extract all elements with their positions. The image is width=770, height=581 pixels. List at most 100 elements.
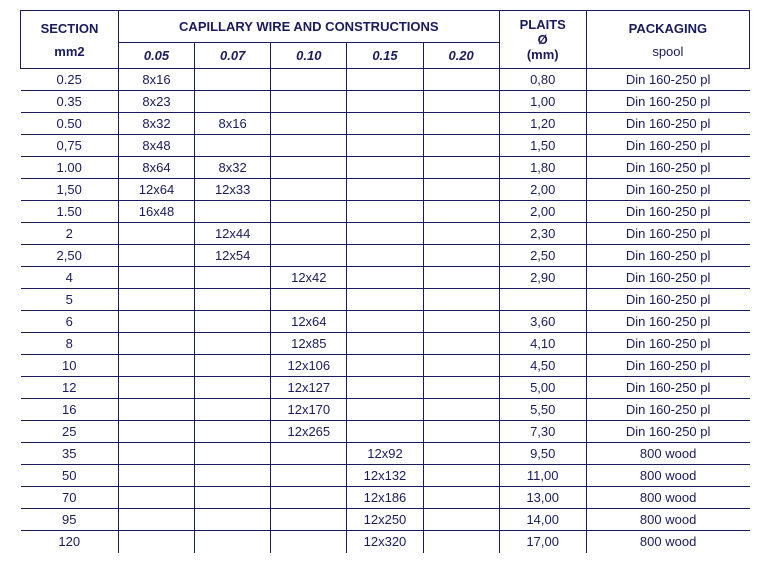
cell-plaits: 3,60: [499, 311, 586, 333]
cell-packaging: Din 160-250 pl: [586, 157, 749, 179]
cell-capillary: [423, 135, 499, 157]
cell-capillary: [423, 311, 499, 333]
cell-plaits: 1,20: [499, 113, 586, 135]
cell-section: 5: [21, 289, 119, 311]
table-row: 0,758x481,50Din 160-250 pl: [21, 135, 750, 157]
cell-section: 0.50: [21, 113, 119, 135]
cell-plaits: [499, 289, 586, 311]
table-row: 7012x18613,00800 wood: [21, 487, 750, 509]
cell-capillary: [271, 201, 347, 223]
cell-capillary: [195, 91, 271, 113]
cell-packaging: Din 160-250 pl: [586, 113, 749, 135]
cell-plaits: 17,00: [499, 531, 586, 553]
cell-capillary: 12x320: [347, 531, 423, 553]
table-row: 412x422,90Din 160-250 pl: [21, 267, 750, 289]
cell-plaits: 1,80: [499, 157, 586, 179]
cell-section: 50: [21, 465, 119, 487]
cell-capillary: [195, 421, 271, 443]
table-row: 120 12x320 17,00800 wood: [21, 531, 750, 553]
cell-capillary: 12x92: [347, 443, 423, 465]
cell-capillary: [118, 223, 194, 245]
cell-capillary: [347, 179, 423, 201]
cell-section: 120: [21, 531, 119, 553]
cell-capillary: [195, 201, 271, 223]
header-capillary: CAPILLARY WIRE AND CONSTRUCTIONS: [118, 11, 499, 43]
cell-capillary: [195, 487, 271, 509]
table-row: 212x442,30Din 160-250 pl: [21, 223, 750, 245]
table-body: 0.258x160,80Din 160-250 pl0.358x231,00Di…: [21, 69, 750, 553]
cell-plaits: 5,50: [499, 399, 586, 421]
cell-capillary: [423, 355, 499, 377]
cell-packaging: Din 160-250 pl: [586, 201, 749, 223]
cell-packaging: 800 wood: [586, 487, 749, 509]
cell-capillary: [118, 531, 194, 553]
cell-capillary: [423, 223, 499, 245]
table-row: 812x854,10Din 160-250 pl: [21, 333, 750, 355]
cell-capillary: 8x16: [118, 69, 194, 91]
cell-capillary: [195, 311, 271, 333]
cell-packaging: Din 160-250 pl: [586, 179, 749, 201]
cell-capillary: 8x23: [118, 91, 194, 113]
cell-capillary: [195, 289, 271, 311]
cell-capillary: [271, 91, 347, 113]
cell-plaits: 2,50: [499, 245, 586, 267]
cell-capillary: 12x64: [271, 311, 347, 333]
cell-packaging: 800 wood: [586, 465, 749, 487]
cell-capillary: [347, 69, 423, 91]
cell-section: 0,75: [21, 135, 119, 157]
header-plaits-symbol: Ø: [502, 32, 584, 47]
header-packaging-sub: spool: [589, 44, 747, 59]
cell-packaging: Din 160-250 pl: [586, 355, 749, 377]
cell-capillary: [195, 355, 271, 377]
cell-capillary: [195, 509, 271, 531]
cell-capillary: [118, 443, 194, 465]
cell-plaits: 11,00: [499, 465, 586, 487]
cell-packaging: 800 wood: [586, 531, 749, 553]
cell-capillary: [347, 201, 423, 223]
cell-capillary: [423, 333, 499, 355]
cell-capillary: 8x32: [195, 157, 271, 179]
cell-section: 2: [21, 223, 119, 245]
cell-capillary: [118, 377, 194, 399]
cell-plaits: 2,00: [499, 179, 586, 201]
cell-capillary: [118, 333, 194, 355]
cell-plaits: 5,00: [499, 377, 586, 399]
cell-capillary: [271, 465, 347, 487]
cell-capillary: 16x48: [118, 201, 194, 223]
cell-packaging: Din 160-250 pl: [586, 245, 749, 267]
cell-capillary: [423, 421, 499, 443]
cell-capillary: [271, 289, 347, 311]
cell-capillary: [347, 91, 423, 113]
cell-plaits: 2,90: [499, 267, 586, 289]
cell-packaging: 800 wood: [586, 509, 749, 531]
cell-capillary: [423, 377, 499, 399]
cell-section: 0.25: [21, 69, 119, 91]
cell-capillary: [118, 289, 194, 311]
cell-packaging: Din 160-250 pl: [586, 267, 749, 289]
cell-capillary: [423, 91, 499, 113]
table-row: 1012x1064,50Din 160-250 pl: [21, 355, 750, 377]
cell-capillary: [118, 421, 194, 443]
header-packaging-label: PACKAGING: [589, 21, 747, 36]
cell-capillary: [423, 179, 499, 201]
cell-section: 35: [21, 443, 119, 465]
table-row: 3512x929,50800 wood: [21, 443, 750, 465]
cell-capillary: 12x54: [195, 245, 271, 267]
cell-plaits: 1,50: [499, 135, 586, 157]
cell-plaits: 14,00: [499, 509, 586, 531]
cell-capillary: [271, 157, 347, 179]
table-row: 0.258x160,80Din 160-250 pl: [21, 69, 750, 91]
cell-capillary: 12x170: [271, 399, 347, 421]
cell-packaging: Din 160-250 pl: [586, 69, 749, 91]
cell-capillary: [347, 157, 423, 179]
cell-capillary: [118, 311, 194, 333]
cell-plaits: 1,00: [499, 91, 586, 113]
cell-packaging: Din 160-250 pl: [586, 311, 749, 333]
cell-capillary: [118, 509, 194, 531]
cell-section: 0.35: [21, 91, 119, 113]
cell-capillary: [118, 267, 194, 289]
cell-section: 1.00: [21, 157, 119, 179]
cell-capillary: [347, 113, 423, 135]
table-row: 1212x1275,00Din 160-250 pl: [21, 377, 750, 399]
cell-capillary: [271, 487, 347, 509]
